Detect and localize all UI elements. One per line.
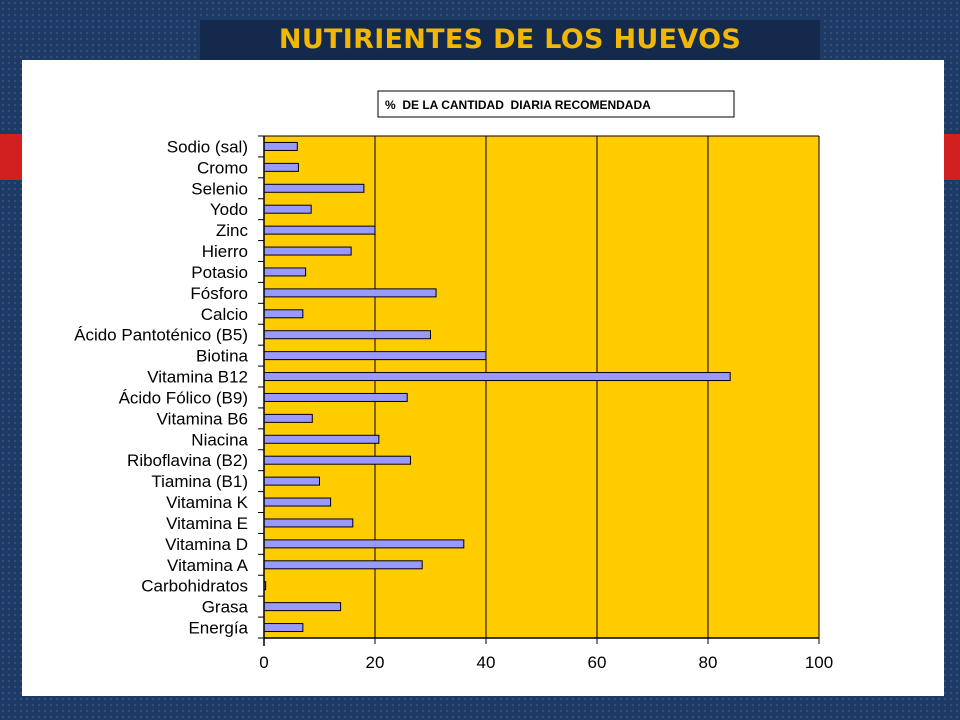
category-label: Calcio	[201, 305, 248, 324]
red-accent-right	[944, 134, 960, 180]
bar	[263, 351, 487, 361]
category-label: Niacina	[191, 430, 248, 449]
category-label: Biotina	[196, 347, 249, 366]
bar	[263, 141, 298, 151]
category-label: Hierro	[202, 242, 248, 261]
bar	[263, 246, 352, 256]
category-label: Carbohidratos	[141, 577, 248, 596]
bar	[263, 372, 731, 382]
category-label: Energía	[188, 619, 248, 638]
bar	[263, 330, 431, 340]
bar	[263, 267, 307, 277]
bar	[263, 560, 423, 570]
category-label: Vitamina B6	[157, 409, 248, 428]
bar	[263, 392, 408, 402]
bar	[263, 288, 437, 298]
category-label: Yodo	[210, 200, 248, 219]
category-label: Ácido Fólico (B9)	[119, 388, 248, 407]
bars	[263, 141, 731, 633]
bar	[263, 602, 342, 612]
bar	[263, 413, 313, 423]
gridlines	[264, 135, 820, 638]
bar	[263, 204, 312, 214]
category-label: Selenio	[191, 179, 248, 198]
x-tick-label: 0	[259, 653, 268, 672]
bar-chart: % DE LA CANTIDAD DIARIA RECOMENDADA Sodi…	[74, 90, 833, 672]
red-accent-left	[0, 134, 22, 180]
bar	[263, 455, 412, 465]
bar	[263, 497, 332, 507]
category-label: Vitamina K	[166, 493, 249, 512]
bar	[263, 225, 376, 235]
chart-title: % DE LA CANTIDAD DIARIA RECOMENDADA	[385, 98, 651, 112]
category-label: Riboflavina (B2)	[127, 451, 248, 470]
x-tick-label: 100	[805, 653, 833, 672]
category-label: Cromo	[197, 158, 248, 177]
bar	[263, 309, 304, 319]
category-label: Sodio (sal)	[167, 137, 248, 156]
axes	[258, 135, 820, 646]
plot-area	[264, 136, 819, 638]
bar	[263, 434, 380, 444]
bar	[263, 183, 365, 193]
title-bar	[200, 20, 820, 62]
category-label: Fósforo	[190, 284, 248, 303]
slide-title: NUTIRIENTES DE LOS HUEVOS	[278, 24, 742, 55]
category-label: Potasio	[191, 263, 248, 282]
x-tick-label: 20	[366, 653, 385, 672]
x-tick-label: 40	[477, 653, 496, 672]
bar	[263, 518, 354, 528]
bar	[263, 539, 465, 549]
category-label: Vitamina A	[167, 556, 249, 575]
bar	[263, 476, 320, 486]
x-tick-label: 80	[699, 653, 718, 672]
category-label: Vitamina D	[165, 535, 248, 554]
bar	[263, 162, 299, 172]
category-label: Tiamina (B1)	[151, 472, 248, 491]
category-labels: Sodio (sal) Cromo Selenio Yodo Zinc Hierro Pot…	[74, 137, 249, 637]
category-label: Zinc	[216, 221, 249, 240]
category-label: Vitamina E	[166, 514, 248, 533]
bar	[263, 623, 304, 633]
category-label: Ácido Pantoténico (B5)	[74, 326, 248, 345]
legend-box: % DE LA CANTIDAD DIARIA RECOMENDADA	[377, 90, 735, 118]
chart-panel: % DE LA CANTIDAD DIARIA RECOMENDADA Sodi…	[22, 60, 944, 696]
category-label: Grasa	[202, 598, 249, 617]
x-tick-labels: 0 20 40 60 80 100	[259, 653, 833, 672]
x-tick-label: 60	[588, 653, 607, 672]
category-label: Vitamina B12	[147, 368, 248, 387]
